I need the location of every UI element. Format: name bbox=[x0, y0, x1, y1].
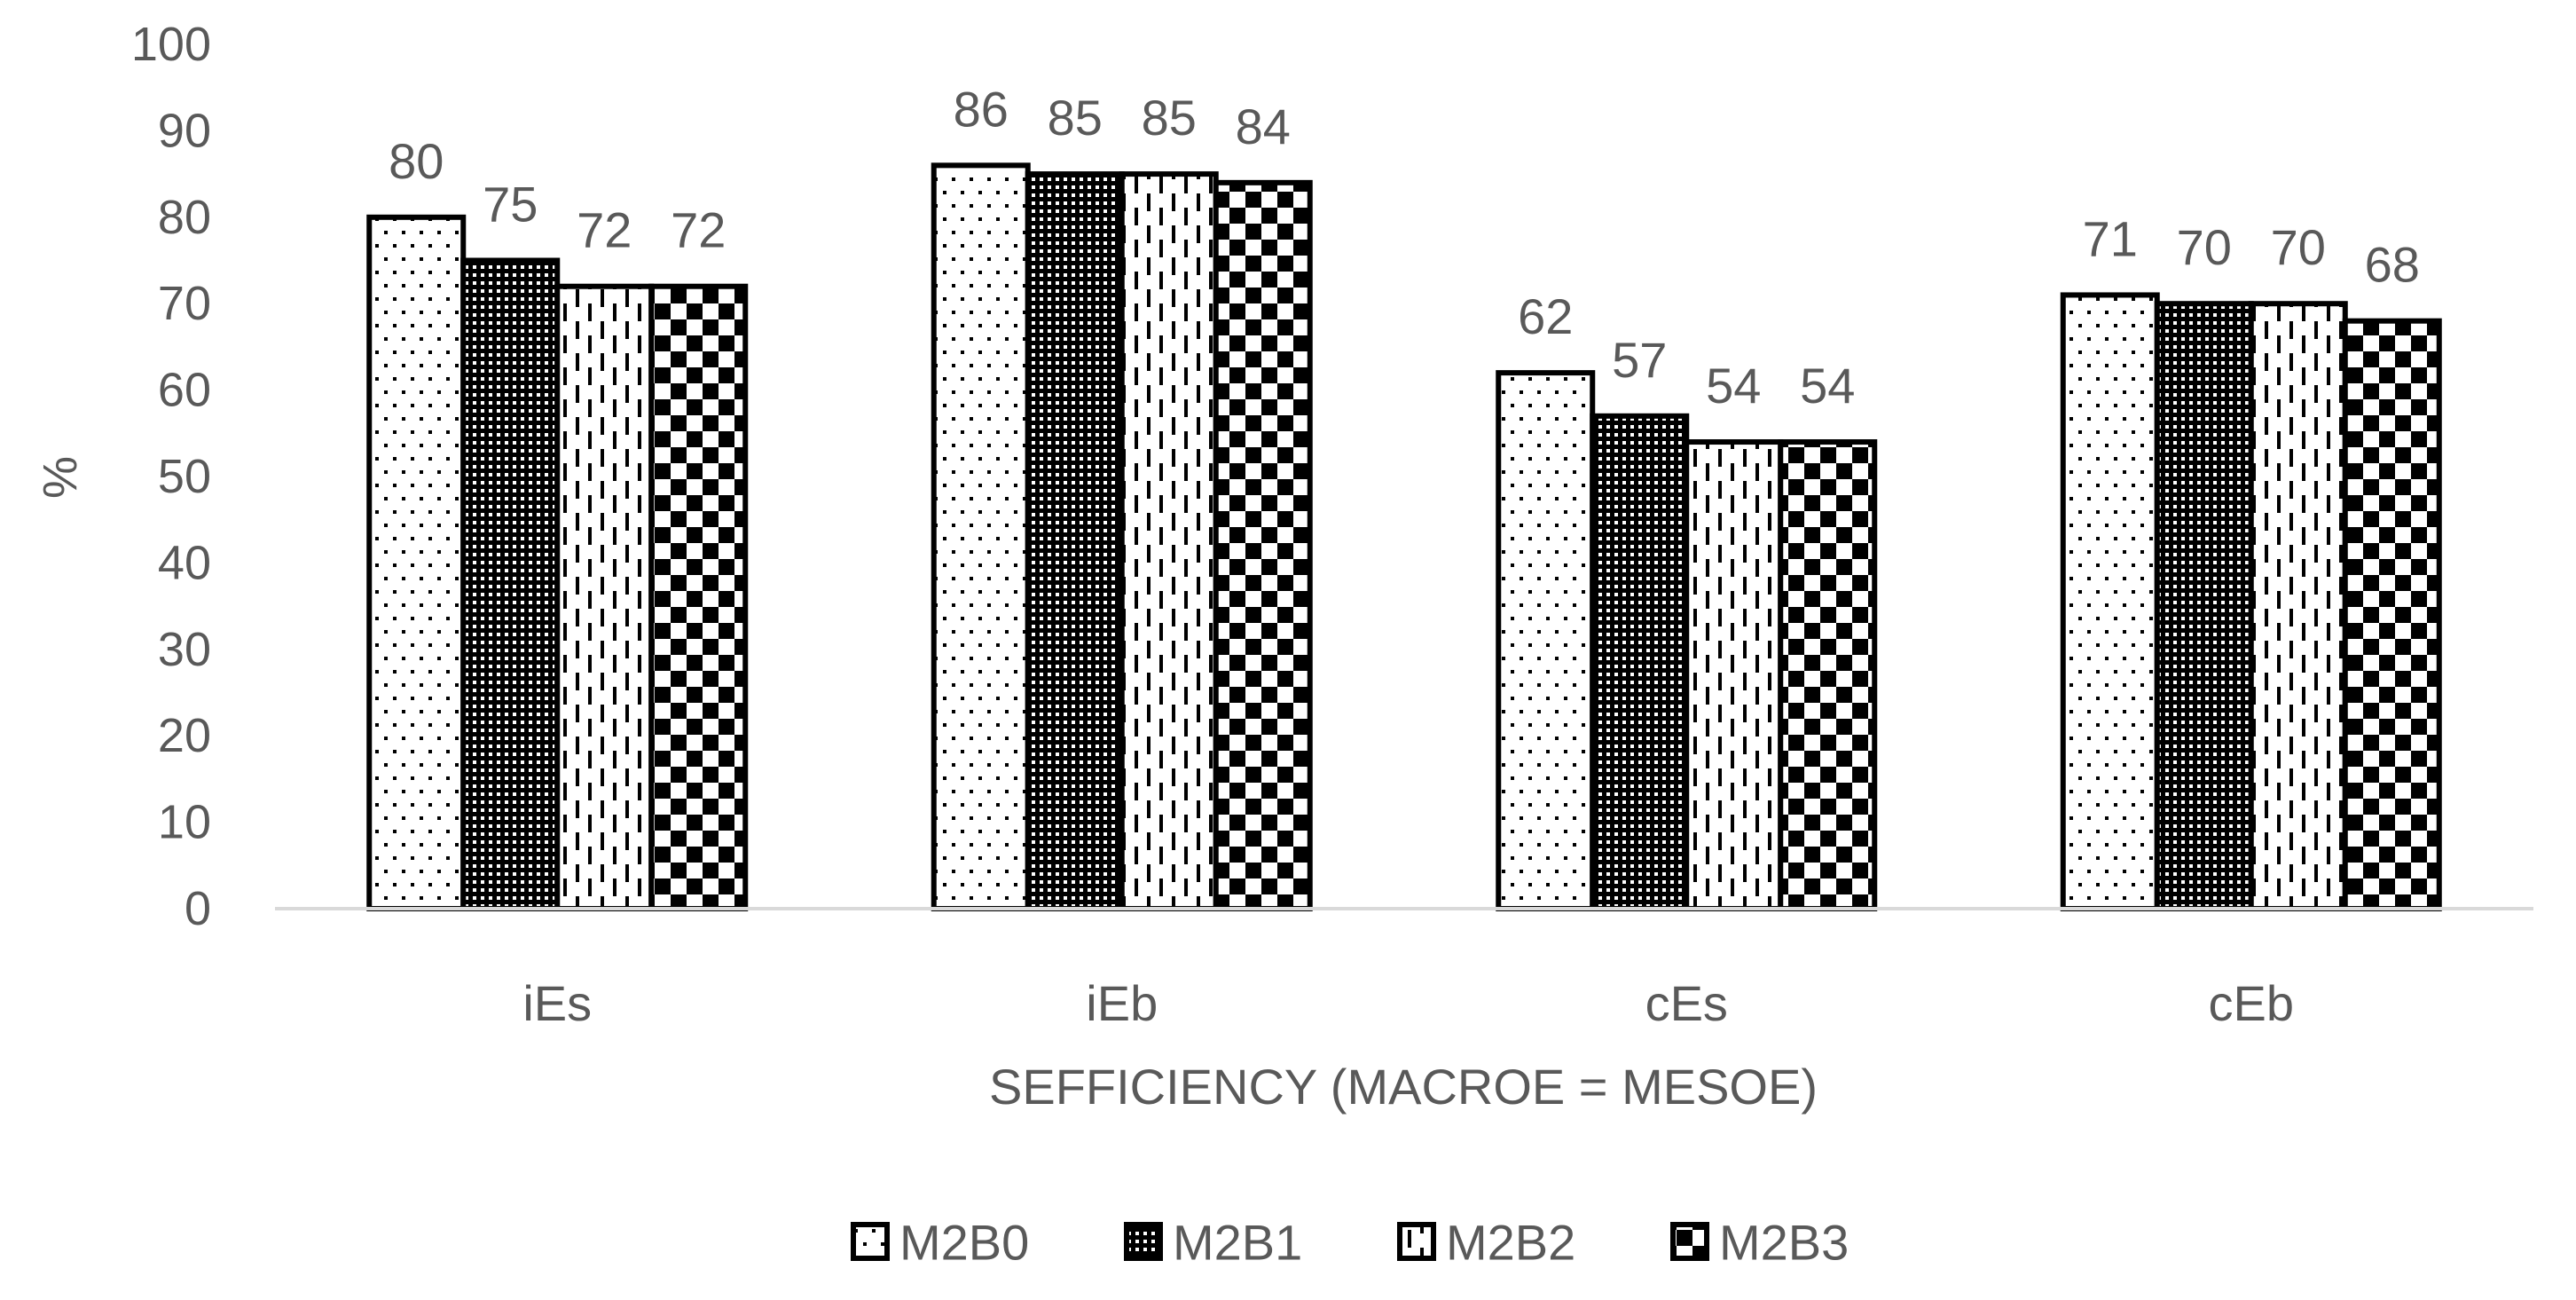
legend-swatch bbox=[1397, 1222, 1436, 1261]
bar-m2b1-ieb bbox=[1025, 171, 1125, 912]
data-label: 70 bbox=[2271, 219, 2326, 275]
x-tick-label: cEb bbox=[2209, 975, 2295, 1031]
x-axis-title: SEFFICIENCY (MACROE = MESOE) bbox=[989, 1059, 1818, 1115]
legend-item-m2b2: M2B2 bbox=[1397, 1215, 1575, 1271]
y-tick-label: 20 bbox=[158, 709, 211, 762]
data-label: 85 bbox=[1048, 90, 1103, 146]
y-tick-label: 10 bbox=[158, 796, 211, 849]
bar-m2b1-ies bbox=[460, 257, 561, 911]
bar-m2b0-ceb bbox=[2060, 292, 2160, 911]
y-tick-label: 100 bbox=[131, 18, 211, 71]
legend-label: M2B2 bbox=[1446, 1215, 1575, 1271]
bars-layer bbox=[366, 162, 2442, 912]
bar-m2b2-ies bbox=[554, 283, 655, 912]
y-tick-label: 40 bbox=[158, 536, 211, 589]
legend-swatch bbox=[851, 1222, 890, 1261]
bar-m2b3-ceb bbox=[2342, 318, 2442, 911]
data-label: 71 bbox=[2083, 210, 2138, 266]
x-tick-label: iEs bbox=[522, 975, 592, 1031]
y-tick-label: 0 bbox=[185, 882, 211, 935]
y-tick-label: 90 bbox=[158, 104, 211, 157]
data-label: 54 bbox=[1800, 358, 1855, 414]
bar-m2b0-ies bbox=[366, 214, 467, 912]
x-tick-label: iEb bbox=[1086, 975, 1158, 1031]
y-axis-tick-labels: 0 10 20 30 40 50 60 70 80 90 100 bbox=[131, 18, 211, 935]
bar-m2b3-ces bbox=[1778, 439, 1878, 912]
data-labels-layer: 80 75 72 72 86 85 85 84 62 57 54 54 71 70 70 68 bbox=[389, 81, 2420, 414]
legend-label: M2B3 bbox=[1719, 1215, 1849, 1271]
y-axis-title: % bbox=[34, 456, 87, 499]
bar-m2b3-ieb bbox=[1213, 179, 1313, 911]
bar-m2b1-ces bbox=[1590, 413, 1690, 911]
bar-m2b0-ieb bbox=[931, 162, 1031, 912]
legend-label: M2B1 bbox=[1173, 1215, 1302, 1271]
bar-m2b3-ies bbox=[648, 283, 749, 912]
data-label: 70 bbox=[2177, 219, 2232, 275]
data-label: 68 bbox=[2365, 237, 2420, 293]
y-tick-label: 60 bbox=[158, 364, 211, 417]
legend: M2B0 M2B1 M2B2 M2B3 bbox=[851, 1215, 1849, 1271]
bar-m2b2-ieb bbox=[1119, 171, 1219, 912]
x-tick-label: cEs bbox=[1645, 975, 1728, 1031]
bar-m2b2-ceb bbox=[2248, 301, 2348, 911]
data-label: 72 bbox=[671, 202, 726, 258]
data-label: 86 bbox=[954, 81, 1009, 137]
y-tick-label: 50 bbox=[158, 450, 211, 503]
x-axis-category-labels: iEs iEb cEs cEb bbox=[522, 975, 2294, 1031]
bar-m2b0-ces bbox=[1496, 370, 1596, 911]
data-label: 80 bbox=[389, 133, 444, 189]
y-tick-label: 30 bbox=[158, 623, 211, 676]
data-label: 85 bbox=[1142, 90, 1197, 146]
data-label: 57 bbox=[1612, 332, 1667, 388]
data-label: 75 bbox=[483, 177, 538, 232]
bar-m2b2-ces bbox=[1684, 439, 1784, 912]
legend-item-m2b3: M2B3 bbox=[1670, 1215, 1849, 1271]
legend-swatch bbox=[1124, 1222, 1163, 1261]
data-label: 62 bbox=[1518, 288, 1573, 344]
legend-label: M2B0 bbox=[899, 1215, 1029, 1271]
data-label: 54 bbox=[1706, 358, 1761, 414]
legend-item-m2b1: M2B1 bbox=[1124, 1215, 1302, 1271]
data-label: 72 bbox=[577, 202, 632, 258]
y-tick-label: 70 bbox=[158, 277, 211, 330]
data-label: 84 bbox=[1236, 98, 1291, 154]
y-tick-label: 80 bbox=[158, 191, 211, 244]
legend-item-m2b0: M2B0 bbox=[851, 1215, 1029, 1271]
legend-swatch bbox=[1670, 1222, 1709, 1261]
bar-m2b1-ceb bbox=[2154, 301, 2254, 911]
